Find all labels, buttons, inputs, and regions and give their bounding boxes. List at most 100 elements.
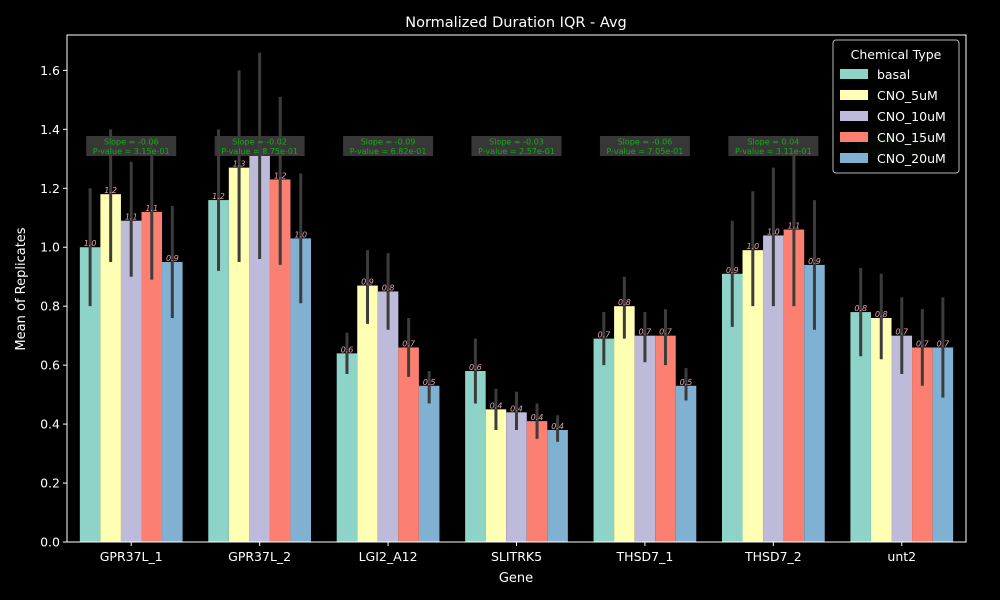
annotation-box bbox=[728, 136, 819, 156]
bar-CNO_20uM-unt2 bbox=[932, 347, 954, 542]
bar-CNO_5uM-GPR37L_1 bbox=[100, 194, 121, 542]
bar-CNO_20uM-THSD7_2 bbox=[804, 264, 825, 542]
bar-value-label: 0.4 bbox=[551, 422, 564, 431]
legend-swatch-CNO_10uM bbox=[840, 111, 868, 121]
bar-basal-unt2 bbox=[850, 312, 871, 542]
bar-value-label: 1.2 bbox=[104, 186, 117, 195]
bar-basal-GPR37L_1 bbox=[79, 247, 101, 543]
bar-value-label: 1.1 bbox=[125, 213, 138, 222]
bar-CNO_15uM-GPR37L_1 bbox=[141, 211, 163, 542]
legend-title: Chemical Type bbox=[851, 47, 942, 62]
annotation-pvalue: P-value = 3.11e-01 bbox=[735, 147, 812, 156]
bar-value-label: 0.7 bbox=[937, 339, 951, 348]
y-tick-label: 0.8 bbox=[40, 299, 60, 314]
y-axis-label: Mean of Replicates bbox=[14, 227, 29, 350]
bar-value-label: 0.5 bbox=[680, 378, 693, 387]
legend-swatch-CNO_5uM bbox=[840, 90, 868, 100]
bar-CNO_10uM-THSD7_2 bbox=[763, 235, 784, 542]
bar-value-label: 0.8 bbox=[875, 310, 888, 319]
x-tick-label: SLITRK5 bbox=[491, 549, 542, 564]
bar-CNO_10uM-GPR37L_1 bbox=[120, 220, 142, 542]
y-tick-label: 0.2 bbox=[40, 476, 60, 491]
legend-label-basal: basal bbox=[877, 67, 910, 82]
bar-value-label: 1.3 bbox=[233, 160, 246, 169]
bar-value-label: 1.0 bbox=[746, 242, 759, 251]
bar-basal-GPR37L_2 bbox=[208, 200, 229, 542]
bar-value-label: 0.7 bbox=[402, 339, 416, 348]
bar-value-label: 0.6 bbox=[341, 345, 354, 354]
bar-CNO_5uM-THSD7_1 bbox=[614, 306, 635, 542]
bar-value-label: 1.2 bbox=[274, 171, 287, 180]
y-tick-label: 1.4 bbox=[40, 122, 60, 137]
y-tick-label: 0.4 bbox=[40, 417, 60, 432]
bar-CNO_15uM-unt2 bbox=[912, 347, 933, 542]
bar-value-label: 0.8 bbox=[618, 298, 631, 307]
bar-CNO_10uM-THSD7_1 bbox=[634, 335, 656, 542]
annotation-slope: Slope = -0.06 bbox=[104, 138, 159, 147]
x-tick-label: GPR37L_2 bbox=[228, 549, 291, 564]
bar-labels-layer: 1.0 1.2 0.6 0.6 0.7 0.9 0.8 1.2 1.3 0.9 0.4 0.8 1.0 0… bbox=[84, 148, 950, 431]
bar-value-label: 0.8 bbox=[854, 304, 867, 313]
bar-value-label: 0.6 bbox=[469, 363, 482, 372]
legend-label-CNO_10uM: CNO_10uM bbox=[877, 109, 946, 124]
legend-label-CNO_5uM: CNO_5uM bbox=[877, 88, 938, 103]
annotation-pvalue: P-value = 7.05e-01 bbox=[607, 147, 684, 156]
x-tick-label: unt2 bbox=[887, 549, 916, 564]
bar-CNO_10uM-GPR37L_2 bbox=[249, 155, 270, 542]
annotation-pvalue: P-value = 8.75e-01 bbox=[221, 147, 298, 156]
bars-layer bbox=[79, 155, 954, 543]
bar-basal-THSD7_1 bbox=[593, 338, 615, 542]
bar-value-label: 0.7 bbox=[597, 331, 611, 340]
legend-swatch-basal bbox=[840, 69, 868, 79]
bar-CNO_20uM-THSD7_1 bbox=[675, 385, 697, 542]
annotation-box bbox=[599, 136, 690, 156]
bar-basal-SLITRK5 bbox=[465, 371, 486, 542]
annotation-box bbox=[214, 136, 305, 156]
bar-value-label: 0.9 bbox=[166, 254, 179, 263]
legend: Chemical Type basal CNO_5uM CNO_10uM CNO_15u… bbox=[832, 39, 960, 174]
bar-value-label: 1.2 bbox=[212, 192, 225, 201]
legend-label-CNO_15uM: CNO_15uM bbox=[877, 130, 946, 145]
bar-CNO_5uM-THSD7_2 bbox=[742, 250, 764, 542]
bar-CNO_15uM-THSD7_2 bbox=[783, 229, 805, 542]
bar-value-label: 0.4 bbox=[490, 401, 503, 410]
x-axis-label: Gene bbox=[499, 571, 533, 586]
y-tick-label: 1.6 bbox=[40, 63, 60, 78]
y-tick-label: 1.2 bbox=[40, 181, 60, 196]
chart-title: Normalized Duration IQR - Avg bbox=[405, 15, 627, 31]
axes: 0.0 0.2 0.4 0.6 0.8 1.0 1.2 1.4 1.6 GPR37L_1 GPR37… bbox=[40, 34, 967, 564]
bar-value-label: 0.7 bbox=[916, 339, 930, 348]
bar-CNO_5uM-SLITRK5 bbox=[485, 409, 507, 542]
annotation-pvalue: P-value = 2.57e-01 bbox=[478, 147, 555, 156]
annotation-pvalue: P-value = 6.82e-01 bbox=[350, 147, 427, 156]
y-tick-label: 0.0 bbox=[40, 535, 60, 550]
regression-annotation: Slope = -0.02P-value = 8.75e-01 bbox=[214, 136, 305, 156]
legend-label-CNO_20uM: CNO_20uM bbox=[877, 151, 946, 166]
bar-value-label: 1.0 bbox=[294, 230, 307, 239]
bar-CNO_10uM-SLITRK5 bbox=[506, 412, 527, 542]
bar-CNO_20uM-GPR37L_1 bbox=[162, 261, 183, 542]
bar-CNO_5uM-unt2 bbox=[870, 317, 892, 542]
bar-CNO_5uM-LGI2_A12 bbox=[357, 285, 378, 542]
annotation-box bbox=[343, 136, 434, 156]
bar-CNO_15uM-SLITRK5 bbox=[526, 421, 548, 542]
regression-annotation: Slope = -0.09P-value = 6.82e-01 bbox=[343, 136, 434, 156]
bar-value-label: 1.0 bbox=[84, 239, 97, 248]
legend-swatch-CNO_20uM bbox=[840, 153, 868, 163]
bar-value-label: 0.5 bbox=[423, 378, 436, 387]
regression-annotation: Slope = -0.06P-value = 7.05e-01 bbox=[599, 136, 690, 156]
bar-value-label: 0.4 bbox=[510, 404, 523, 413]
bar-value-label: 0.8 bbox=[382, 283, 395, 292]
bar-basal-LGI2_A12 bbox=[336, 353, 358, 542]
bar-CNO_15uM-LGI2_A12 bbox=[398, 347, 419, 542]
bar-CNO_15uM-THSD7_1 bbox=[655, 335, 676, 542]
legend-swatch-CNO_15uM bbox=[840, 132, 868, 142]
bar-value-label: 1.0 bbox=[767, 227, 780, 236]
annotation-slope: Slope = 0.04 bbox=[747, 138, 799, 147]
regression-annotation: Slope = -0.03P-value = 2.57e-01 bbox=[471, 136, 562, 156]
annotation-slope: Slope = -0.03 bbox=[489, 138, 544, 147]
y-tick-label: 1.0 bbox=[40, 240, 60, 255]
bar-CNO_20uM-LGI2_A12 bbox=[418, 385, 440, 542]
